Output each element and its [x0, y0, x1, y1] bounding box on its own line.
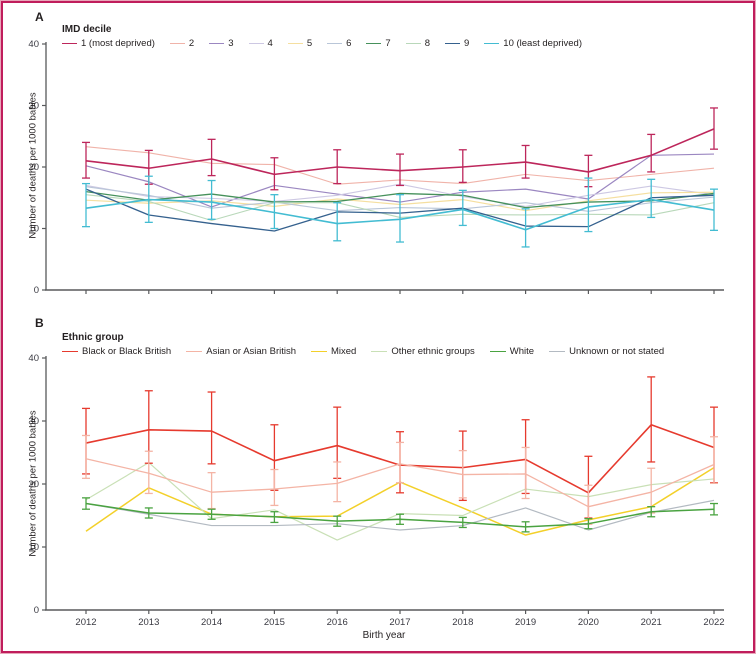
legend-item: Unknown or not stated	[549, 346, 664, 357]
legend-swatch-line-icon	[311, 351, 327, 352]
x-axis-label: Birth year	[362, 630, 406, 641]
legend-label: 6	[346, 38, 352, 49]
legend-item: 4	[248, 38, 273, 49]
legend-item: 9	[445, 38, 469, 49]
legend-label: Mixed	[331, 346, 357, 357]
legend-item: 7	[366, 38, 391, 49]
svg-text:30: 30	[28, 416, 39, 427]
svg-text:10: 10	[28, 224, 39, 235]
legend-label: Other ethnic groups	[391, 346, 475, 357]
panel-a-legend-items: 1 (most deprived) 2 3 4 5 6 7 8 9 10 (least depri…	[62, 38, 582, 49]
panel-b-legend: Ethnic group Black or Black British Asian…	[62, 332, 664, 357]
legend-item: Asian or Asian British	[186, 346, 296, 357]
svg-text:2020: 2020	[578, 617, 599, 628]
svg-text:0: 0	[34, 285, 39, 296]
legend-swatch-line-icon	[366, 43, 382, 44]
svg-text:2013: 2013	[138, 617, 159, 628]
svg-text:2014: 2014	[201, 617, 222, 628]
svg-text:2015: 2015	[264, 617, 285, 628]
svg-text:2012: 2012	[75, 617, 96, 628]
legend-item: White	[489, 346, 535, 357]
legend-swatch-line-icon	[209, 43, 225, 44]
panel-a-label: A	[35, 10, 44, 24]
legend-item: 6	[327, 38, 351, 49]
legend-item: 1 (most deprived)	[62, 38, 155, 49]
legend-item: Black or Black British	[62, 346, 171, 357]
panel-b-y-axis-label: Number of deaths per 1000 babies	[27, 410, 39, 557]
svg-text:2017: 2017	[389, 617, 410, 628]
legend-label: 10 (least deprived)	[503, 38, 582, 49]
legend-label: 9	[464, 38, 470, 49]
svg-text:0: 0	[34, 605, 39, 616]
legend-swatch-line-icon	[405, 43, 421, 44]
svg-text:2016: 2016	[327, 617, 348, 628]
panel-b-legend-items: Black or Black British Asian or Asian Bri…	[62, 346, 664, 357]
legend-swatch-line-icon	[484, 43, 500, 44]
svg-text:40: 40	[28, 39, 39, 50]
panel-b-plot: 0 10 20 30 40 2012 2013 2014 2015 2016 2017 2018 201…	[28, 353, 724, 628]
legend-swatch-line-icon	[549, 351, 566, 352]
panel-b-legend-title: Ethnic group	[62, 332, 124, 343]
legend-item: 10 (least deprived)	[484, 38, 582, 49]
panel-a-legend: IMD decile 1 (most deprived) 2 3 4 5 6 7 8 9 10 (…	[62, 24, 582, 49]
legend-label: Black or Black British	[82, 346, 172, 357]
panel-b-label: B	[35, 316, 44, 330]
svg-text:2018: 2018	[452, 617, 473, 628]
svg-text:20: 20	[28, 162, 39, 173]
legend-swatch-line-icon	[248, 43, 264, 44]
legend-label: 1 (most deprived)	[81, 38, 155, 49]
legend-swatch-line-icon	[169, 43, 185, 44]
legend-label: 8	[424, 38, 430, 49]
panel-a-legend-title: IMD decile	[62, 24, 112, 35]
svg-text:10: 10	[28, 542, 39, 553]
legend-swatch-line-icon	[445, 43, 460, 44]
legend-swatch-line-icon	[287, 43, 303, 44]
legend-item: 8	[405, 38, 430, 49]
legend-swatch-line-icon	[371, 351, 388, 352]
legend-item: 2	[169, 38, 195, 49]
legend-swatch-line-icon	[489, 351, 506, 352]
legend-item: 3	[209, 38, 234, 49]
legend-label: 2	[188, 38, 195, 49]
legend-swatch-line-icon	[186, 351, 203, 352]
svg-text:2022: 2022	[703, 617, 724, 628]
legend-label: 5	[306, 38, 313, 49]
legend-swatch-line-icon	[62, 43, 77, 44]
svg-text:2019: 2019	[515, 617, 536, 628]
panel-a-plot: 0 10 20 30 40	[28, 39, 724, 296]
legend-label: 7	[385, 38, 391, 49]
svg-text:2021: 2021	[641, 617, 662, 628]
legend-label: 3	[228, 38, 234, 49]
legend-swatch-line-icon	[62, 351, 78, 352]
legend-item: Other ethnic groups	[371, 346, 475, 357]
legend-item: Mixed	[311, 346, 356, 357]
panel-a-y-axis-label: Number of deaths per 1000 babies	[27, 92, 39, 239]
legend-label: Asian or Asian British	[206, 346, 296, 357]
svg-text:30: 30	[28, 101, 39, 112]
svg-text:40: 40	[28, 353, 39, 364]
legend-label: White	[509, 346, 535, 357]
legend-item: 5	[287, 38, 313, 49]
legend-label: Unknown or not stated	[569, 346, 665, 357]
legend-swatch-line-icon	[327, 43, 343, 44]
legend-label: 4	[267, 38, 273, 49]
svg-text:20: 20	[28, 479, 39, 490]
